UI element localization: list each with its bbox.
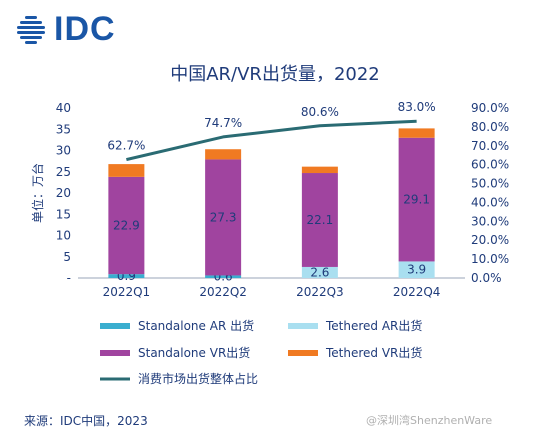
bar-segment <box>301 266 338 278</box>
y2-tick-label: 90.0% <box>471 101 509 115</box>
bar-data-label: 22.9 <box>113 219 140 233</box>
y2-tick-label: 10.0% <box>471 252 509 266</box>
logo-text: IDC <box>54 10 116 48</box>
bar-data-label: 2.6 <box>310 265 329 279</box>
y2-tick-label: 60.0% <box>471 158 509 172</box>
x-tick-label: 2022Q2 <box>199 285 247 299</box>
y2-tick-label: 50.0% <box>471 177 509 191</box>
legend-swatch <box>288 323 318 329</box>
bar-segment <box>205 159 242 276</box>
idc-globe-icon <box>17 15 45 44</box>
legend-label: 消费市场出货整体占比 <box>138 371 258 386</box>
legend-swatch <box>100 323 130 329</box>
line-data-label: 83.0% <box>398 100 436 114</box>
bar-data-label: 22.1 <box>307 213 334 227</box>
legend-label: Standalone VR出货 <box>138 345 250 360</box>
bar-segment <box>205 149 242 160</box>
x-tick-label: 2022Q3 <box>296 285 344 299</box>
y-tick-label: - <box>67 271 71 285</box>
y-tick-label: 20 <box>56 186 71 200</box>
line-series <box>126 119 417 162</box>
watermark: @深圳湾ShenzhenWare <box>366 414 493 427</box>
y2-tick-label: 30.0% <box>471 214 509 228</box>
x-tick-label: 2022Q4 <box>393 285 441 299</box>
source-note: 来源：IDC中国，2023 <box>24 414 148 428</box>
x-tick-label: 2022Q1 <box>103 285 151 299</box>
legend-label: Standalone AR 出货 <box>138 318 254 333</box>
bar-segment <box>205 275 242 278</box>
y-tick-label: 30 <box>56 144 71 158</box>
bar-data-label: 3.9 <box>407 263 426 277</box>
y2-tick-label: 0.0% <box>471 271 502 285</box>
bar-segment <box>398 128 435 138</box>
bar-segment <box>108 164 145 177</box>
y-axis-label: 单位：万台 <box>30 163 45 223</box>
legend-swatch <box>100 350 130 356</box>
y-tick-label: 25 <box>56 165 71 179</box>
y2-tick-label: 80.0% <box>471 120 509 134</box>
bar-segment <box>108 176 145 275</box>
bar-segment <box>301 173 338 267</box>
legend-swatch <box>288 350 318 356</box>
chart-title: 中国AR/VR出货量，2022 <box>170 64 380 85</box>
y-tick-label: 10 <box>56 229 71 243</box>
y-tick-label: 35 <box>56 122 71 136</box>
idc-logo: IDC <box>14 10 116 49</box>
bar-segment <box>301 166 338 174</box>
bar-data-label: 27.3 <box>210 210 237 224</box>
y-tick-label: 40 <box>56 101 71 115</box>
bar-segment <box>108 274 145 278</box>
line-data-label: 62.7% <box>107 139 145 153</box>
y2-tick-label: 20.0% <box>471 233 509 247</box>
bar-segment <box>398 261 435 278</box>
line-data-label: 74.7% <box>204 116 242 130</box>
bar-segment <box>398 137 435 262</box>
y-tick-label: 5 <box>63 250 71 264</box>
legend-label: Tethered VR出货 <box>325 345 422 360</box>
y-tick-label: 15 <box>56 207 71 221</box>
bar-data-label: 29.1 <box>403 193 430 207</box>
y2-tick-label: 40.0% <box>471 195 509 209</box>
line-data-label: 80.6% <box>301 105 339 119</box>
legend-label: Tethered AR出货 <box>325 318 422 333</box>
y2-tick-label: 70.0% <box>471 139 509 153</box>
